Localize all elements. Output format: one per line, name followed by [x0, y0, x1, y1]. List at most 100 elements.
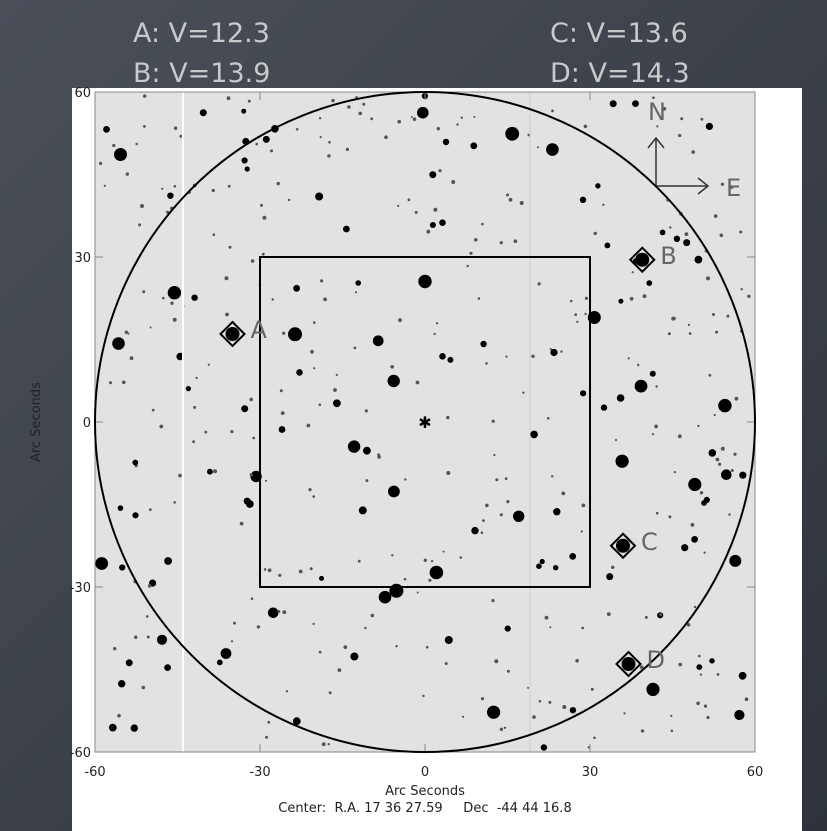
star — [391, 554, 393, 556]
star — [263, 136, 270, 143]
star — [689, 332, 692, 335]
star — [241, 109, 246, 114]
star — [581, 627, 584, 630]
star — [265, 736, 268, 739]
star — [134, 636, 137, 639]
star — [704, 497, 710, 503]
star — [388, 375, 400, 387]
star — [509, 198, 513, 202]
star — [416, 381, 420, 385]
star — [632, 100, 639, 107]
star — [277, 610, 280, 613]
star — [281, 411, 285, 415]
star — [570, 300, 573, 303]
star — [268, 568, 272, 572]
star — [174, 185, 177, 188]
star — [148, 584, 152, 588]
star — [213, 469, 217, 473]
star — [715, 331, 718, 334]
star — [706, 123, 713, 130]
y-tick-label: -60 — [70, 746, 91, 761]
star — [652, 433, 654, 435]
star — [584, 125, 588, 129]
star — [605, 243, 611, 249]
star — [482, 519, 485, 522]
star — [398, 318, 402, 322]
star — [674, 471, 676, 473]
star — [560, 350, 562, 352]
star — [617, 394, 625, 402]
star — [319, 576, 324, 581]
star — [426, 646, 429, 649]
star — [616, 455, 629, 468]
star — [553, 565, 558, 570]
star — [530, 431, 538, 439]
star — [225, 276, 229, 280]
star — [147, 636, 150, 639]
star — [280, 389, 283, 392]
star — [493, 454, 495, 456]
star — [208, 364, 210, 366]
star — [252, 437, 255, 440]
star — [696, 664, 702, 670]
star — [418, 275, 431, 288]
star — [632, 271, 634, 273]
star — [250, 473, 253, 476]
star — [678, 663, 682, 667]
star — [731, 469, 734, 472]
star — [319, 404, 322, 407]
star — [143, 94, 146, 97]
reference-star — [616, 539, 630, 553]
star — [635, 380, 648, 393]
star — [313, 623, 315, 625]
star — [296, 128, 299, 131]
star — [561, 492, 565, 496]
star — [343, 645, 347, 649]
star — [343, 226, 350, 233]
star — [520, 201, 524, 205]
compass-label: E — [726, 174, 741, 202]
star — [691, 150, 695, 154]
star — [696, 702, 700, 706]
reference-star — [622, 657, 636, 671]
star — [562, 705, 566, 709]
star — [691, 523, 695, 527]
star — [706, 276, 710, 280]
star — [538, 282, 541, 285]
star — [643, 294, 647, 298]
star — [704, 705, 707, 708]
star — [267, 721, 270, 724]
star — [701, 118, 704, 121]
star — [439, 219, 446, 226]
star — [700, 674, 702, 676]
star — [143, 125, 146, 128]
star — [164, 557, 172, 565]
x-tick-label: 0 — [421, 765, 429, 780]
star — [678, 134, 681, 137]
star — [514, 239, 518, 243]
star — [142, 290, 145, 293]
star — [233, 622, 236, 625]
star — [240, 522, 244, 526]
star — [581, 530, 583, 532]
star — [443, 139, 449, 145]
star — [192, 440, 195, 443]
star — [364, 627, 366, 629]
star — [200, 109, 207, 116]
star — [546, 143, 559, 156]
star — [654, 425, 658, 429]
star — [413, 117, 417, 121]
star — [733, 453, 736, 456]
star — [611, 566, 614, 569]
star — [656, 512, 659, 515]
y-tick-label: 30 — [74, 251, 91, 266]
star — [539, 700, 542, 703]
star — [313, 321, 316, 324]
star — [593, 737, 596, 740]
star — [282, 610, 286, 614]
star — [695, 256, 703, 264]
star — [688, 324, 690, 326]
star — [668, 332, 671, 335]
star — [109, 381, 112, 384]
star — [456, 123, 458, 125]
